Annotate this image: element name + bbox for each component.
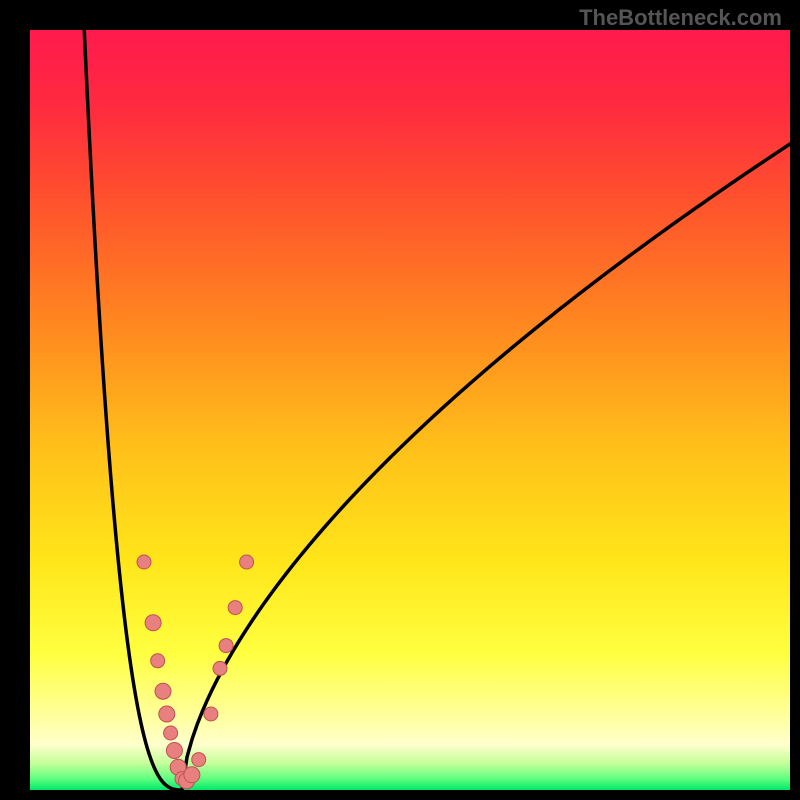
data-marker <box>151 654 165 668</box>
data-marker <box>166 742 182 758</box>
data-marker <box>155 683 171 699</box>
data-marker <box>240 555 254 569</box>
data-marker <box>184 767 200 783</box>
chart-container: TheBottleneck.com <box>0 0 800 800</box>
data-marker <box>137 555 151 569</box>
data-marker <box>228 601 242 615</box>
watermark-text: TheBottleneck.com <box>579 5 782 31</box>
data-marker <box>213 661 227 675</box>
plot-area <box>30 30 790 790</box>
data-marker <box>164 726 178 740</box>
data-marker <box>145 615 161 631</box>
data-marker <box>192 753 206 767</box>
chart-svg <box>30 30 790 790</box>
data-marker <box>159 706 175 722</box>
gradient-background <box>30 30 790 790</box>
data-marker <box>219 639 233 653</box>
data-marker <box>204 707 218 721</box>
